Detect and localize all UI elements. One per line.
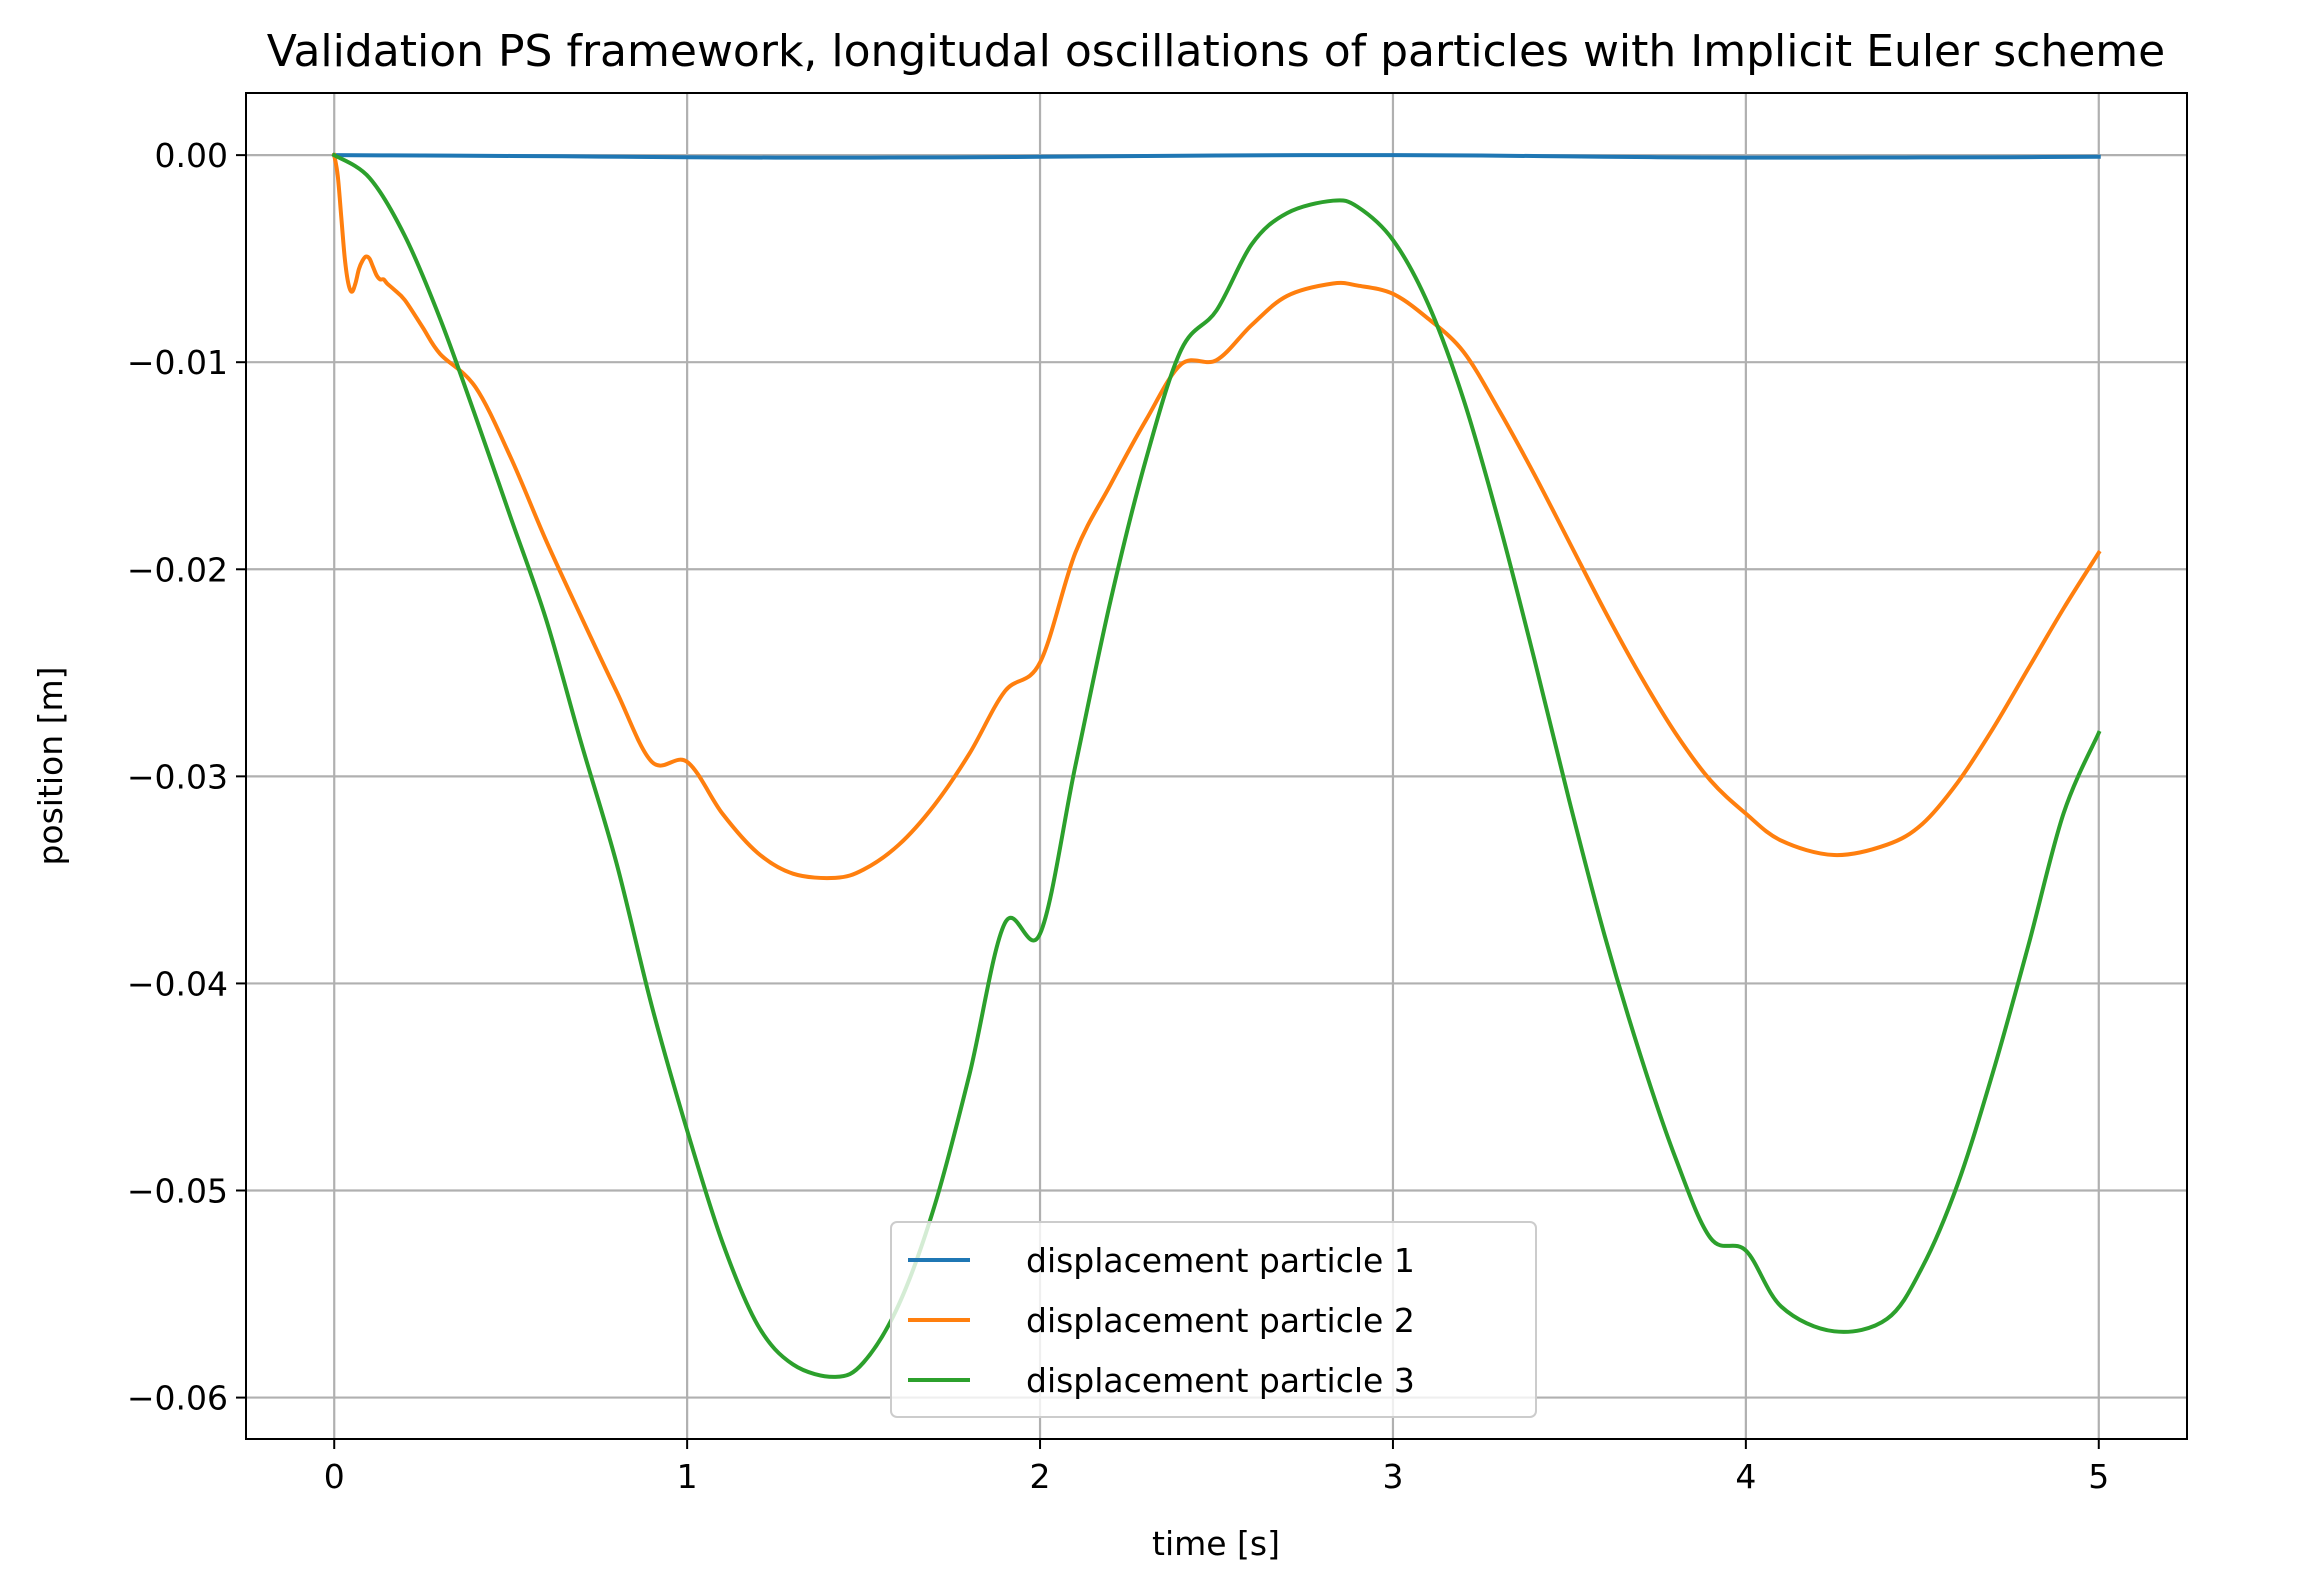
series-line-particle-2 <box>331 152 2102 881</box>
y-axis-label: position [m] <box>31 666 70 865</box>
legend-entry: displacement particle 3 <box>1026 1361 1415 1400</box>
y-tick-label: 0.00 <box>155 136 228 175</box>
y-tick-label: −0.01 <box>127 343 228 382</box>
x-tick-label: 2 <box>1030 1457 1051 1496</box>
plot-area <box>246 93 2187 1439</box>
axis-ticks: 0 1 2 3 4 5 0.00 −0.01 −0.02 −0.03 −0.04 −0.05 −0.06 <box>127 136 2109 1496</box>
x-tick-label: 1 <box>677 1457 698 1496</box>
x-tick-label: 0 <box>324 1457 345 1496</box>
x-tick-label: 4 <box>1735 1457 1756 1496</box>
plot-frame <box>245 92 2188 1440</box>
y-tick-label: −0.06 <box>127 1379 228 1418</box>
y-tick-label: −0.05 <box>127 1172 228 1211</box>
legend: displacement particle 1 displacement part… <box>890 1221 1537 1418</box>
x-tick-label: 5 <box>2088 1457 2109 1496</box>
y-tick-label: −0.02 <box>127 550 228 589</box>
legend-entry: displacement particle 2 <box>1026 1301 1415 1340</box>
series-line-particle-1 <box>332 153 2101 160</box>
series-line-particle-3 <box>331 152 2102 1379</box>
y-tick-label: −0.03 <box>127 757 228 796</box>
legend-entry: displacement particle 1 <box>1026 1241 1415 1280</box>
legend-box <box>890 1221 1537 1418</box>
y-tick-label: −0.04 <box>127 964 228 1003</box>
chart-title: Validation PS framework, longitudal osci… <box>267 26 2165 77</box>
x-tick-label: 3 <box>1382 1457 1403 1496</box>
x-axis-label: time [s] <box>1152 1524 1280 1563</box>
series-lines <box>331 152 2102 1379</box>
